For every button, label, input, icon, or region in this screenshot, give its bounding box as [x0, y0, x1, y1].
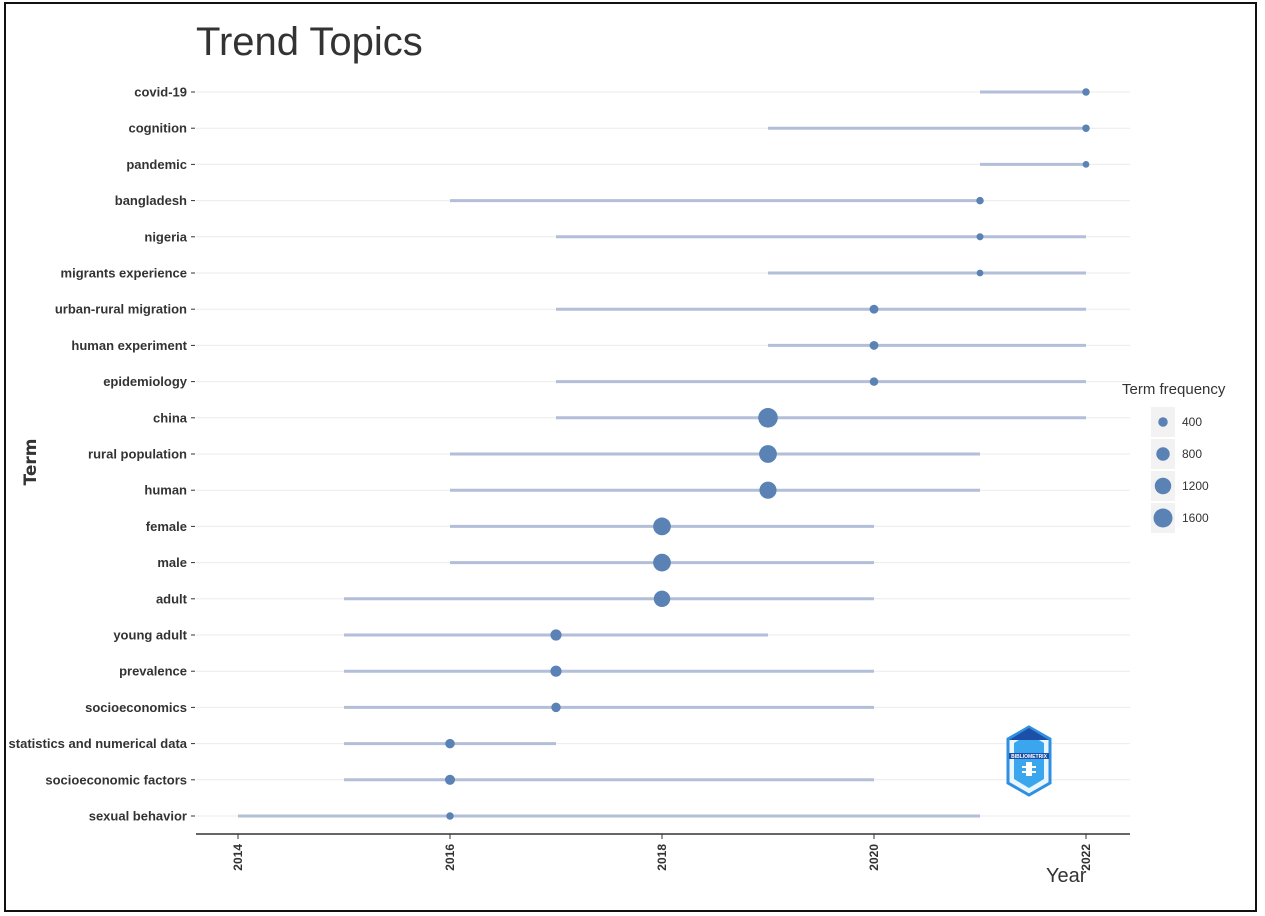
term-point [444, 774, 456, 785]
bibliometrix-logo-icon: BIBLIOMETRIX [1006, 725, 1052, 797]
x-tick-label: 2016 [443, 844, 457, 871]
legend-key-point [1158, 417, 1168, 427]
trend-topics-chart: Trend Topics covid-19 cognition pandemic ba… [9, 20, 1226, 887]
term-point [1082, 124, 1090, 132]
term-label: prevalence [119, 664, 187, 679]
term-label: sexual behavior [89, 809, 187, 824]
legend-key-point [1153, 508, 1173, 528]
term-point [759, 481, 777, 499]
chart-title: Trend Topics [196, 20, 423, 64]
legend-label: 400 [1182, 415, 1202, 429]
legend-label: 1600 [1182, 511, 1209, 525]
term-point [869, 304, 879, 314]
term-point [869, 340, 879, 350]
legend-key-point [1156, 447, 1170, 461]
term-label: cognition [129, 121, 188, 136]
term-label: covid-19 [134, 85, 187, 100]
term-point [653, 590, 671, 608]
term-label: young adult [113, 628, 187, 643]
term-point [551, 702, 561, 713]
term-label: china [153, 410, 188, 425]
term-label: urban-rural migration [55, 302, 187, 317]
term-label: pandemic [126, 157, 187, 172]
term-point [550, 629, 562, 641]
logo-wordmark: BIBLIOMETRIX [1011, 754, 1047, 760]
segment-layer [238, 90, 1086, 818]
x-tick-label: 2018 [655, 844, 669, 871]
point-layer [444, 88, 1090, 820]
y-axis-title: Term [21, 439, 41, 486]
legend-title: Term frequency [1122, 381, 1226, 398]
term-label: human [144, 483, 187, 498]
term-label: rural population [88, 447, 187, 462]
term-point [759, 445, 777, 463]
term-label: socioeconomic factors [45, 772, 187, 787]
term-label: male [157, 555, 187, 570]
term-label: nigeria [144, 229, 187, 244]
term-point [446, 812, 454, 820]
x-tick-label: 2014 [231, 844, 245, 871]
term-label: migrants experience [61, 266, 187, 281]
term-label: female [146, 519, 187, 534]
x-tick-label: 2020 [867, 844, 881, 871]
term-point [550, 665, 562, 677]
legend: Term frequency 400 800 1200 1600 [1122, 381, 1226, 533]
term-label: bangladesh [115, 193, 187, 208]
legend-label: 1200 [1182, 479, 1209, 493]
legend-key-point [1154, 477, 1172, 495]
term-label: statistics and numerical data [9, 736, 188, 751]
term-point [445, 738, 455, 749]
term-point [1082, 161, 1090, 168]
term-point [976, 196, 984, 205]
x-tick-label: 2022 [1079, 844, 1093, 871]
x-axis-title: Year [1046, 865, 1087, 887]
x-axis: 2014 2016 2018 2020 2022 [196, 833, 1130, 871]
term-point [869, 377, 879, 386]
term-point [976, 233, 984, 241]
term-label: human experiment [71, 338, 187, 353]
term-point [653, 553, 671, 572]
term-point [653, 517, 671, 536]
term-label: adult [156, 591, 188, 606]
term-point [758, 408, 778, 428]
chart-frame: Trend Topics covid-19 cognition pandemic ba… [4, 2, 1257, 912]
y-tick-labels: covid-19 cognition pandemic bangladesh niger… [9, 85, 195, 824]
term-point [976, 269, 984, 277]
term-label: socioeconomics [85, 700, 187, 715]
term-point [1082, 88, 1090, 96]
legend-label: 800 [1182, 447, 1202, 461]
term-label: epidemiology [103, 374, 188, 389]
